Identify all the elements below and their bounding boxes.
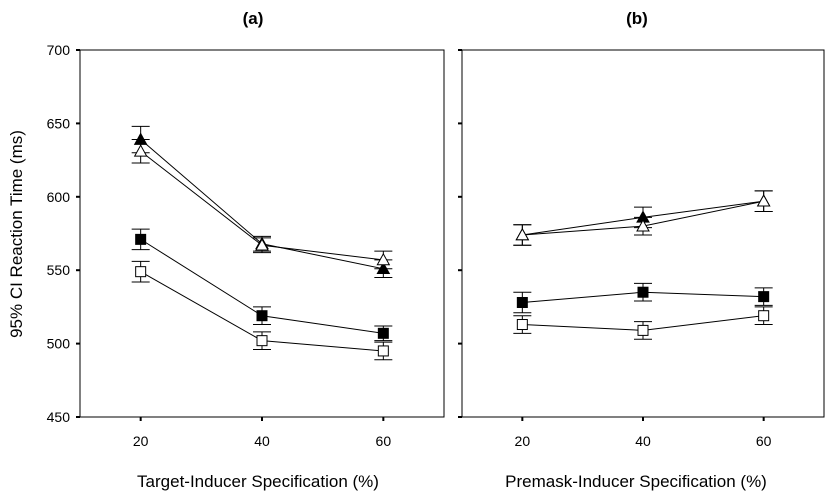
panel-b-series-triangle-open (513, 190, 773, 246)
panel-b-series (513, 190, 773, 340)
data-point (135, 233, 147, 245)
data-point (637, 286, 649, 298)
panel-a-y-tick-label: 650 (47, 115, 71, 131)
data-point (758, 291, 770, 303)
data-point (637, 324, 649, 336)
panel-a-series-square-open (131, 260, 393, 361)
data-point (515, 227, 530, 241)
panel-b-ticks: 20 40 60 (458, 49, 772, 449)
panel-a-y-tick-label: 600 (47, 189, 71, 205)
data-point (135, 266, 147, 278)
panel-a-x-tick-label: 40 (254, 433, 270, 449)
panel-a-series-triangle-filled (131, 125, 393, 279)
panel-a-series-square-filled (131, 228, 393, 342)
panel-a-y-tick-label: 450 (47, 409, 71, 425)
data-point (377, 327, 389, 339)
panel-b-x-tick-label: 60 (756, 433, 772, 449)
panel-a-series-triangle-open (131, 139, 393, 270)
data-point (377, 345, 389, 357)
data-point (255, 238, 269, 251)
data-point (133, 144, 148, 157)
panel-a-series (131, 125, 393, 361)
panel-b-title: (b) (626, 9, 648, 28)
panel-a-x-tick-label: 20 (133, 433, 149, 449)
panel-a-y-axis-label: 95% CI Reaction Time (ms) (7, 130, 26, 338)
data-point (516, 319, 528, 331)
panel-b-x-tick-label: 40 (635, 433, 651, 449)
data-point (636, 219, 650, 232)
data-point (756, 194, 771, 207)
data-point (256, 310, 268, 322)
panel-b-series-square-open (513, 306, 773, 340)
data-point (516, 296, 528, 308)
panel-b: (b) Premask-Inducer Specification (%) 20… (458, 9, 825, 491)
panel-a-title: (a) (243, 9, 264, 28)
panel-b-x-axis-label: Premask-Inducer Specification (%) (505, 472, 767, 491)
panel-a-x-tick-label: 60 (376, 433, 392, 449)
panel-a-y-tick-label: 500 (47, 336, 71, 352)
panel-a-y-tick-label: 550 (47, 262, 71, 278)
data-point (758, 310, 770, 322)
data-point (376, 252, 391, 266)
panel-b-series-square-filled (513, 282, 773, 314)
panel-a-ticks: 450 500 550 600 650 700 20 40 60 (47, 42, 392, 449)
panel-a-y-tick-label: 700 (47, 42, 71, 58)
panel-a-x-axis-label: Target-Inducer Specification (%) (137, 472, 379, 491)
panel-b-x-tick-label: 20 (515, 433, 531, 449)
panel-a: (a) 95% CI Reaction Time (ms) Target-Ind… (7, 9, 445, 491)
data-point (256, 335, 268, 347)
panel-a-frame (79, 49, 445, 418)
